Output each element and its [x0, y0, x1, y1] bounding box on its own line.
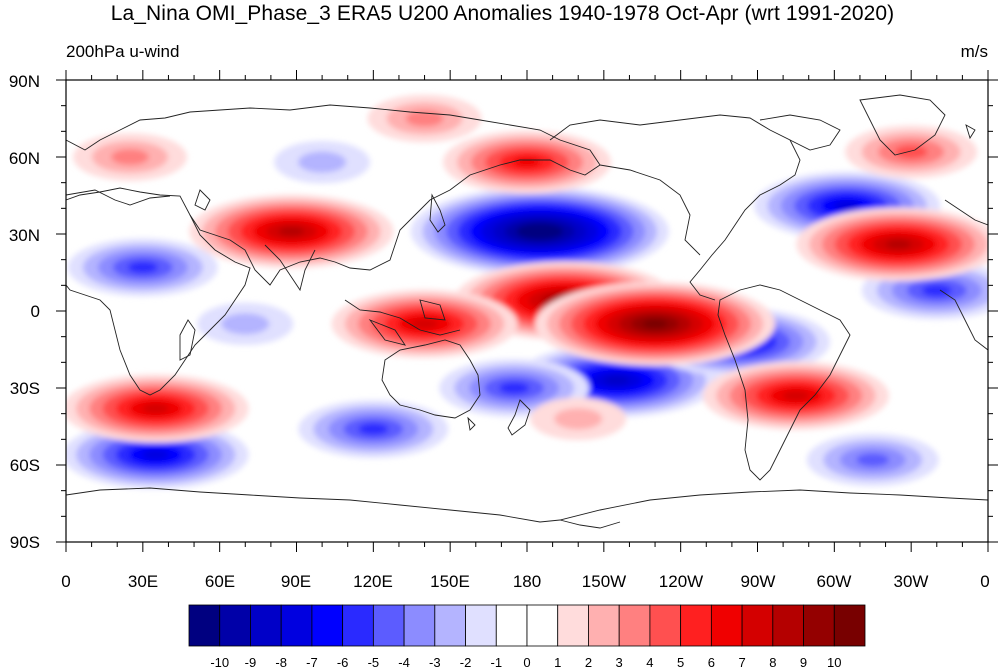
colorbar-label: -8: [275, 655, 287, 670]
colorbar-label: 3: [615, 655, 623, 670]
lon-label: 180: [512, 572, 542, 591]
colorbar-label: -3: [429, 655, 441, 670]
colorbar-swatch: [219, 604, 251, 647]
coastlines: [66, 94, 988, 529]
colorbar-swatch: [342, 604, 374, 647]
colorbar-label: 8: [769, 655, 777, 670]
variable-label: 200hPa u-wind: [66, 42, 180, 61]
colorbar-label: 0: [523, 655, 531, 670]
colorbar-swatch: [680, 604, 712, 647]
anomaly-contour: [528, 227, 552, 236]
anomaly-contour: [278, 226, 305, 237]
anomaly-contour: [405, 110, 444, 127]
colorbar-swatch: [495, 604, 528, 647]
colorbar-label: -10: [210, 655, 230, 670]
units-label: m/s: [960, 42, 988, 61]
lon-label: 60E: [204, 572, 236, 591]
colorbar-label: 1: [554, 655, 562, 670]
lat-label: 60N: [8, 149, 40, 168]
colorbar-swatch: [465, 604, 497, 647]
lon-label: 90W: [740, 572, 776, 591]
lon-label: 90E: [280, 572, 312, 591]
lon-label: 30E: [127, 572, 159, 591]
colorbar-swatch: [803, 604, 835, 647]
anomaly-shading: [66, 94, 988, 489]
colorbar-label: 7: [738, 655, 746, 670]
colorbar-label: 10: [827, 655, 842, 670]
colorbar-swatch: [557, 604, 589, 647]
anomaly-contour: [142, 403, 169, 414]
anomaly-contour: [833, 200, 861, 211]
anomaly-contour: [127, 261, 158, 274]
colorbar-label: -4: [398, 655, 410, 670]
colorbar-swatch: [741, 604, 774, 647]
lon-label: 150E: [430, 572, 470, 591]
colorbar-label: 5: [677, 655, 685, 670]
lon-label: 30W: [893, 572, 929, 591]
lon-label: 0: [61, 572, 71, 591]
axis-ticks: [56, 70, 998, 552]
colorbar-swatch: [588, 604, 620, 647]
colorbar-label: 2: [584, 655, 593, 670]
colorbar-label: -1: [490, 655, 503, 670]
colorbar-swatch: [649, 604, 682, 647]
colorbar-label: -5: [367, 655, 380, 670]
colorbar-label: 6: [707, 655, 715, 670]
anomaly-contour: [782, 390, 810, 401]
anomaly-contour: [358, 423, 389, 435]
colorbar-swatch: [833, 604, 866, 647]
colorbar-label: 4: [646, 655, 654, 670]
anomaly-contour: [499, 382, 530, 394]
anomaly-contour: [411, 318, 438, 329]
colorbar-swatch: [188, 604, 221, 647]
anomaly-contour: [894, 145, 928, 159]
lat-label: 60S: [9, 456, 40, 475]
anomaly-contour: [111, 149, 150, 165]
lat-label: 30N: [8, 226, 40, 245]
anomaly-contour: [221, 313, 270, 335]
colorbar-swatch: [618, 604, 651, 647]
lon-label: 120E: [353, 572, 393, 591]
colorbar-swatch: [250, 604, 282, 647]
colorbar-label: 9: [799, 655, 808, 670]
colorbar-label: -7: [306, 655, 318, 670]
anomaly-contour: [554, 408, 603, 430]
colorbar-swatch: [280, 604, 313, 647]
colorbar-swatch: [772, 604, 804, 647]
lat-label: 30S: [9, 379, 40, 398]
lon-label: 150W: [581, 572, 627, 591]
colorbar-label: -9: [244, 655, 257, 670]
anomaly-contour: [885, 239, 912, 249]
lon-label: 120W: [658, 572, 704, 591]
lon-label: 0: [980, 572, 990, 591]
colorbar-swatch: [710, 604, 743, 647]
anomaly-contour: [856, 453, 890, 467]
colorbar-swatch: [403, 604, 436, 647]
colorbar: [188, 604, 866, 647]
lat-label: 0: [30, 302, 40, 321]
anomaly-contour: [513, 156, 541, 168]
anomaly-contour: [298, 151, 347, 173]
colorbar-label: -6: [336, 655, 349, 670]
anomaly-contour: [643, 319, 668, 329]
anomaly-contour: [603, 375, 630, 385]
colorbar-swatch: [434, 604, 466, 647]
colorbar-label: -2: [459, 655, 472, 670]
contour-field: [66, 80, 988, 542]
chart-title: La_Nina OMI_Phase_3 ERA5 U200 Anomalies …: [110, 2, 895, 25]
anomaly-contour: [142, 449, 169, 460]
lon-label: 60W: [816, 572, 852, 591]
colorbar-swatch: [311, 604, 344, 647]
lat-label: 90S: [9, 533, 40, 552]
colorbar-swatch: [526, 604, 559, 647]
lat-label: 90N: [8, 72, 40, 91]
colorbar-swatch: [372, 604, 405, 647]
